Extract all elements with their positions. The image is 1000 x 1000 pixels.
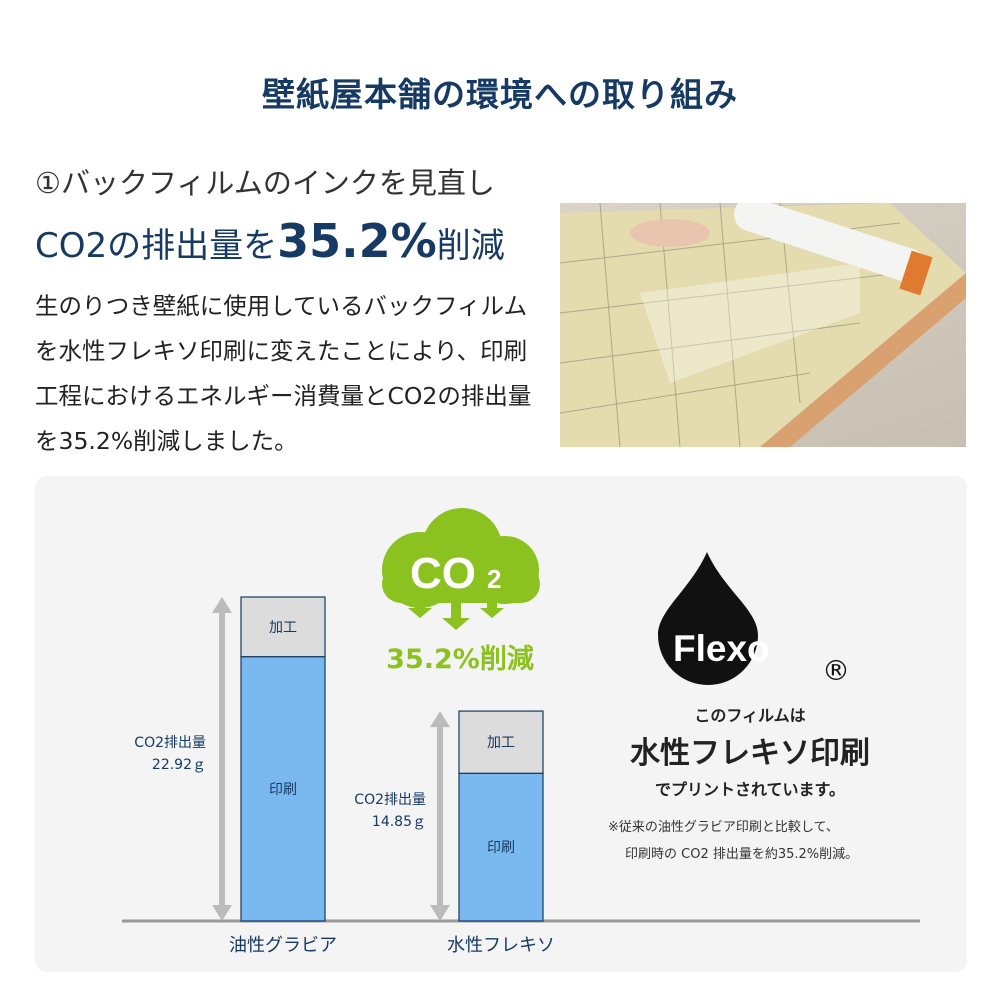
description-text: 生のりつき壁紙に使用しているバックフィルムを水性フレキソ印刷に変えたことにより、…: [35, 292, 532, 455]
segment-label: 印刷: [269, 782, 297, 798]
flexo-line2: 水性フレキソ印刷: [630, 736, 870, 771]
cloud-reduction-text: 35.2%削減: [386, 644, 534, 675]
flexo-note1: ※従来の油性グラビア印刷と比較して、: [608, 820, 839, 835]
total-label: CO2排出量: [134, 735, 206, 751]
bar-segment-kako: [458, 710, 544, 774]
cloud-sub-text: 2: [487, 564, 501, 594]
segment-label: 加工: [487, 735, 515, 751]
bar-segment-kako: [240, 596, 326, 658]
bar-segment-insatsu: [458, 772, 544, 922]
total-label: CO2排出量: [354, 792, 426, 808]
segment-label: 加工: [269, 620, 297, 636]
bar-segment-insatsu: [240, 656, 326, 922]
reduction-headline: CO2の排出量を35.2%削減: [35, 214, 505, 268]
arrow-down-icon: [212, 905, 232, 921]
arrow-down-icon: [430, 905, 450, 921]
page-title: 壁紙屋本舗の環境への取り組み: [262, 75, 738, 114]
flexo-line3: でプリントされています。: [655, 780, 845, 799]
arrow-up-icon: [430, 711, 450, 728]
registered-mark: ®: [822, 654, 850, 687]
co2-cloud-icon: CO 2: [382, 508, 540, 630]
arrow-up-icon: [212, 597, 232, 613]
total-value: 22.92ｇ: [152, 757, 206, 773]
headline-post: 削減: [436, 226, 505, 266]
headline-pre: CO2の排出量を: [35, 226, 278, 266]
category-label: 水性フレキソ: [447, 935, 555, 956]
cloud-co-text: CO: [410, 549, 476, 598]
flexo-note2: 印刷時の CO2 排出量を約35.2%削減。: [625, 847, 859, 862]
headline-percent: 35.2%: [277, 214, 437, 268]
section-heading: ①バックフィルムのインクを見直し: [35, 166, 495, 200]
total-value: 14.85ｇ: [372, 814, 426, 830]
flexo-logo-text: Flexo: [673, 628, 770, 669]
segment-label: 印刷: [487, 840, 515, 856]
flexo-line1: このフィルムは: [694, 706, 806, 725]
product-photo: [560, 203, 966, 447]
flexo-logo: Flexo ®: [658, 552, 850, 687]
category-label: 油性グラビア: [229, 935, 337, 956]
